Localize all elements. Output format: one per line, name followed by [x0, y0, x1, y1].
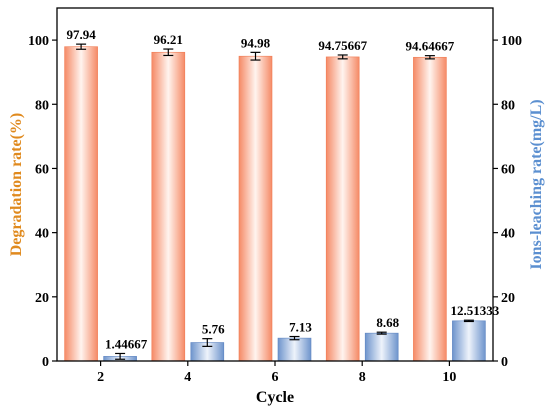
x-tick-label: 6	[272, 370, 279, 385]
bar-ions-leaching-6	[277, 337, 312, 362]
y-axis-right-title: Ions-leaching rate(mg/L)	[528, 99, 545, 269]
data-label: 1.44667	[105, 336, 148, 351]
y-left-tick-label: 60	[35, 162, 49, 177]
data-label: 8.68	[376, 315, 399, 330]
y-left-tick-label: 0	[42, 355, 49, 370]
bar-degradation-6	[238, 55, 273, 362]
bar-degradation-4	[151, 51, 186, 362]
y-right-tick-label: 80	[501, 98, 515, 113]
data-label: 96.21	[154, 32, 183, 47]
data-label: 94.64667	[406, 39, 455, 54]
y-left-tick-label: 20	[35, 291, 49, 306]
y-right-tick-label: 60	[501, 162, 515, 177]
error-bars-layer	[76, 43, 474, 360]
x-tick-label: 8	[359, 370, 366, 385]
y-axis-left-title: Degradation rate(%)	[8, 113, 25, 257]
data-labels-layer: 97.94 1.44667 96.21 5.76 94.98 7.13 94.75667 8.…	[66, 27, 499, 351]
y-left-tick-label: 80	[35, 98, 49, 113]
data-label: 7.13	[289, 320, 312, 335]
x-tick-label: 2	[97, 370, 104, 385]
bars-layer	[64, 46, 486, 362]
bar-degradation-8	[325, 56, 360, 362]
y-left-tick-label: 100	[28, 34, 49, 49]
data-label: 5.76	[202, 322, 225, 337]
data-label: 94.75667	[318, 38, 367, 53]
bar-ions-leaching-10	[452, 320, 486, 362]
x-tick-label: 4	[184, 370, 191, 385]
bar-ions-leaching-8	[364, 332, 399, 362]
data-label: 94.98	[241, 35, 271, 50]
y-right-tick-label: 100	[501, 34, 522, 49]
x-tick-label: 10	[442, 370, 456, 385]
bar-degradation-2	[64, 46, 98, 362]
y-right-tick-label: 0	[501, 355, 508, 370]
data-label: 97.94	[66, 27, 96, 42]
bar-degradation-10	[413, 56, 447, 362]
y-right-tick-label: 20	[501, 291, 515, 306]
x-axis-title: Cycle	[256, 389, 294, 406]
y-left-tick-label: 40	[35, 227, 49, 242]
y-right-tick-label: 40	[501, 227, 515, 242]
data-label: 12.51333	[451, 303, 500, 318]
